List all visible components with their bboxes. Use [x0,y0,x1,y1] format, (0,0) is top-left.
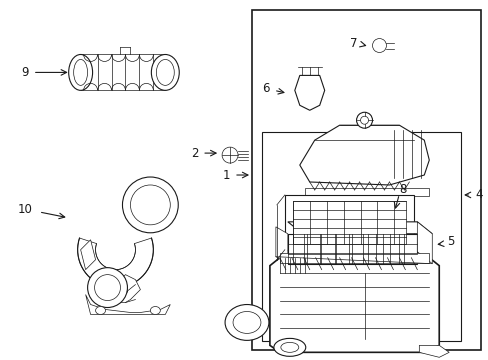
Ellipse shape [372,39,386,53]
Bar [285,195,413,250]
Polygon shape [287,222,431,234]
Ellipse shape [360,116,368,124]
Polygon shape [101,275,140,305]
Text: 3: 3 [113,281,120,294]
Ellipse shape [68,54,92,90]
Ellipse shape [224,305,268,340]
Polygon shape [416,222,431,264]
Text: 6: 6 [262,82,269,95]
Bar [261,132,460,341]
Text: 10: 10 [18,203,33,216]
Bar [251,10,480,350]
Text: 5: 5 [447,235,454,248]
Ellipse shape [356,112,372,128]
Polygon shape [78,238,153,288]
Ellipse shape [130,185,170,225]
Bar [287,234,416,264]
Ellipse shape [95,306,105,315]
Polygon shape [275,227,287,264]
Bar [304,188,428,196]
Text: 8: 8 [399,184,406,197]
Ellipse shape [122,177,178,233]
Bar [279,253,428,263]
Ellipse shape [151,54,179,90]
Ellipse shape [233,311,261,333]
Ellipse shape [222,147,238,163]
Ellipse shape [150,306,160,315]
Polygon shape [294,75,324,110]
Polygon shape [419,345,448,357]
Ellipse shape [94,275,120,301]
Ellipse shape [273,338,305,356]
Polygon shape [299,125,428,185]
Polygon shape [81,240,95,270]
Ellipse shape [74,59,87,85]
Text: 7: 7 [349,37,357,50]
Polygon shape [269,258,438,352]
Text: 4: 4 [474,188,482,202]
Polygon shape [85,294,170,315]
Bar [292,201,406,244]
Text: 2: 2 [190,147,198,159]
Ellipse shape [156,59,174,85]
Ellipse shape [280,342,298,352]
Ellipse shape [87,268,127,307]
Text: 1: 1 [222,168,229,181]
Text: 9: 9 [21,66,29,79]
